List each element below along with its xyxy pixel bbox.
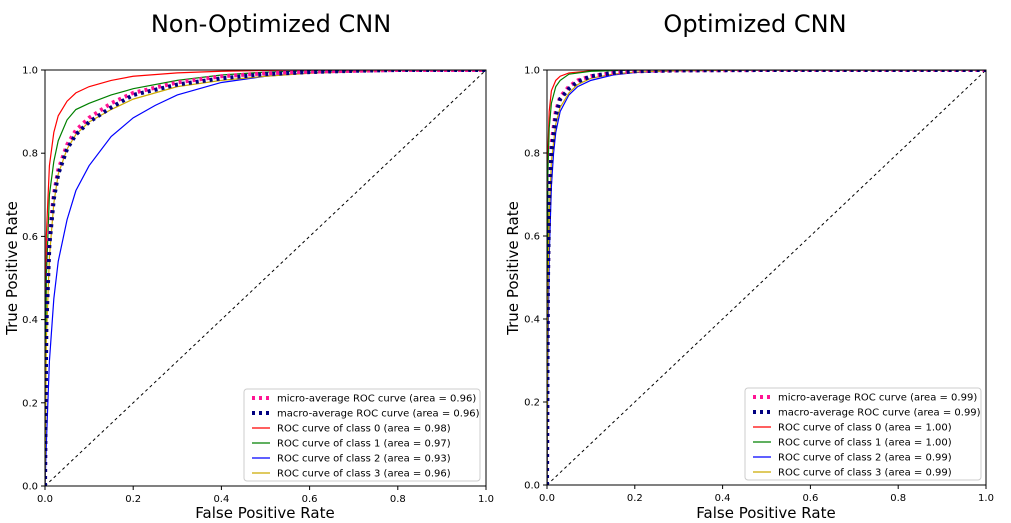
y-axis-label: True Positive Rate (504, 201, 522, 336)
axes: 0.0 0.2 0.4 0.6 0.8 1.0 0.0 0.2 0.4 0.6 0.8 1.0 (524, 66, 994, 505)
x-tick-label: 1.0 (978, 493, 994, 504)
legend-entry-label: micro-average ROC curve (area = 0.96) (277, 394, 476, 405)
legend-entry-label: ROC curve of class 2 (area = 0.99) (778, 453, 952, 464)
chart-title: Non-Optimized CNN (151, 10, 391, 38)
legend: micro-average ROC curve (area = 0.99) mac… (744, 387, 982, 481)
legend: micro-average ROC curve (area = 0.96) mac… (243, 388, 481, 482)
legend-entry-label: macro-average ROC curve (area = 0.96) (277, 409, 480, 420)
y-tick-label: 0.0 (22, 482, 38, 493)
legend-entry-label: ROC curve of class 0 (area = 0.98) (277, 424, 451, 435)
legend-entry-label: macro-average ROC curve (area = 0.99) (778, 408, 981, 419)
chance-diagonal-line (547, 70, 986, 485)
x-tick-label: 0.0 (37, 494, 53, 505)
x-tick-label: 0.6 (302, 494, 318, 505)
legend-entry-label: ROC curve of class 1 (area = 1.00) (778, 438, 952, 449)
y-axis-label: True Positive Rate (3, 201, 21, 336)
y-tick-label: 0.4 (524, 315, 540, 326)
legend-entry-label: ROC curve of class 0 (area = 1.00) (778, 423, 952, 434)
roc-panel-optimized: Optimized CNN False Positive Rate True P… (504, 10, 994, 522)
legend-entry-label: ROC curve of class 3 (area = 0.99) (778, 468, 952, 479)
axes-frame (546, 69, 987, 486)
x-tick-label: 0.2 (125, 494, 141, 505)
x-tick-label: 0.4 (213, 494, 229, 505)
x-axis-label: False Positive Rate (696, 504, 835, 522)
legend-entry-label: ROC curve of class 3 (area = 0.96) (277, 469, 451, 480)
axes-frame (44, 69, 487, 487)
y-tick-label: 0.2 (22, 398, 38, 409)
x-tick-label: 0.8 (890, 493, 906, 504)
roc-curve-series-1 (45, 70, 486, 486)
x-axis-label: False Positive Rate (195, 504, 334, 522)
legend-box (243, 388, 481, 482)
y-tick-label: 1.0 (524, 66, 540, 77)
legend-entry-label: ROC curve of class 1 (area = 0.97) (277, 439, 451, 450)
y-tick-label: 0.6 (22, 232, 38, 243)
x-tick-label: 0.8 (390, 494, 406, 505)
roc-curve-series-1 (547, 70, 986, 485)
chart-title: Optimized CNN (663, 10, 846, 38)
x-tick-label: 1.0 (478, 494, 494, 505)
y-tick-label: 0.0 (524, 481, 540, 492)
axes: 0.0 0.2 0.4 0.6 0.8 1.0 0.0 0.2 0.4 0.6 0.8 1.0 (22, 66, 494, 506)
x-tick-label: 0.4 (715, 493, 731, 504)
y-tick-label: 0.2 (524, 398, 540, 409)
x-tick-label: 0.0 (539, 493, 555, 504)
roc-curve-series-3 (547, 70, 986, 485)
y-tick-label: 0.6 (524, 232, 540, 243)
roc-panel-non-optimized: Non-Optimized CNN False Positive Rate Tr… (3, 10, 494, 522)
y-tick-label: 1.0 (22, 66, 38, 77)
x-tick-label: 0.6 (802, 493, 818, 504)
chance-diagonal-line (45, 70, 486, 486)
x-tick-label: 0.2 (627, 493, 643, 504)
legend-entry-label: ROC curve of class 2 (area = 0.93) (277, 454, 451, 465)
y-tick-label: 0.8 (524, 149, 540, 160)
y-tick-label: 0.4 (22, 315, 38, 326)
y-tick-label: 0.8 (22, 149, 38, 160)
legend-box (744, 387, 982, 481)
legend-entry-label: micro-average ROC curve (area = 0.99) (778, 393, 977, 404)
